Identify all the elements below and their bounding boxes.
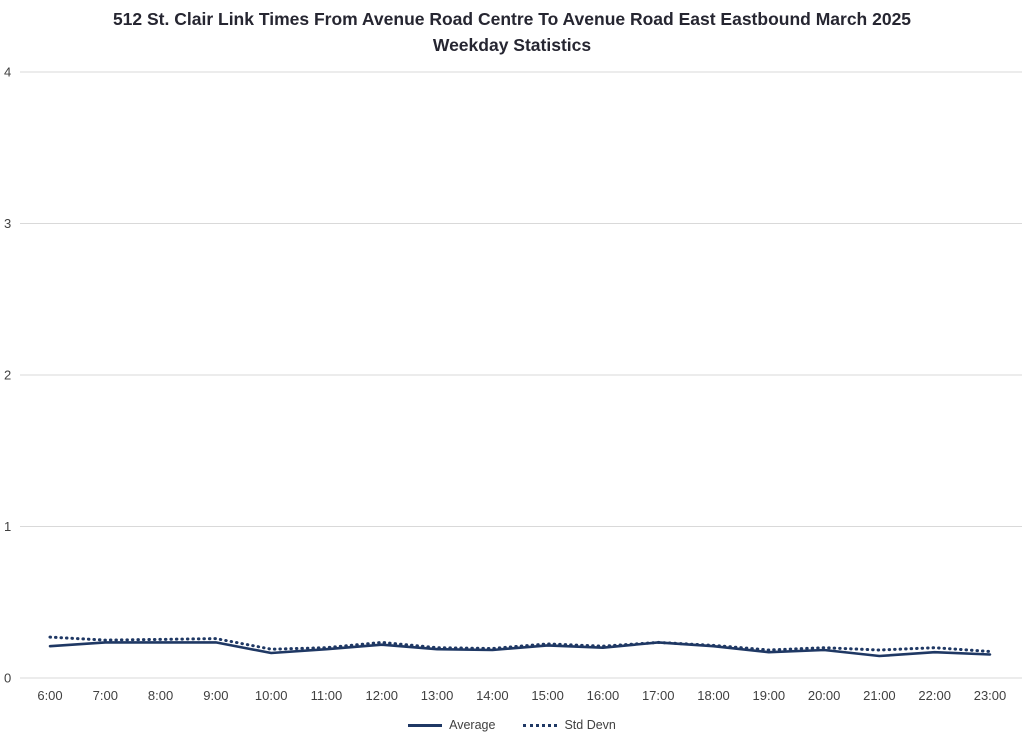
legend-item-average: Average	[408, 718, 495, 732]
x-axis-tick-label: 23:00	[974, 688, 1007, 703]
chart-title-line-1: 512 St. Clair Link Times From Avenue Roa…	[112, 9, 912, 29]
x-axis-tick-label: 17:00	[642, 688, 675, 703]
legend-label-average: Average	[449, 718, 496, 732]
chart-title: 512 St. Clair Link Times From Avenue Roa…	[0, 6, 1024, 58]
legend-label-stddev: Std Devn	[564, 718, 616, 732]
x-axis-tick-label: 10:00	[255, 688, 288, 703]
y-axis-tick-label: 3	[4, 216, 11, 231]
y-axis-tick-label: 1	[4, 519, 11, 534]
x-axis-tick-label: 18:00	[697, 688, 730, 703]
series-line-std-devn	[48, 635, 992, 653]
x-axis-tick-label: 11:00	[311, 688, 343, 703]
x-axis-tick-label: 13:00	[421, 688, 454, 703]
x-axis-tick-label: 8:00	[148, 688, 173, 703]
y-axis-tick-label: 2	[4, 368, 11, 383]
x-axis-tick-label: 15:00	[531, 688, 564, 703]
x-axis-tick-label: 7:00	[93, 688, 118, 703]
chart-title-line-2: Weekday Statistics	[432, 35, 592, 55]
y-axis-tick-label: 0	[4, 671, 11, 686]
chart-legend: Average Std Devn	[0, 718, 1024, 732]
x-axis-tick-label: 21:00	[863, 688, 896, 703]
y-axis-tick-label: 4	[4, 65, 11, 80]
x-axis-tick-label: 12:00	[365, 688, 398, 703]
legend-item-stddev: Std Devn	[523, 718, 616, 732]
legend-dotted-line-sample	[523, 723, 558, 727]
x-axis-tick-label: 16:00	[587, 688, 620, 703]
x-axis-tick-label: 9:00	[203, 688, 228, 703]
x-axis-tick-label: 20:00	[808, 688, 841, 703]
x-axis-tick-label: 19:00	[753, 688, 786, 703]
x-axis-tick-label: 22:00	[918, 688, 951, 703]
x-axis-tick-label: 14:00	[476, 688, 509, 703]
series-line-average	[48, 641, 992, 658]
x-axis-tick-label: 6:00	[37, 688, 62, 703]
legend-solid-line-sample	[408, 723, 443, 727]
